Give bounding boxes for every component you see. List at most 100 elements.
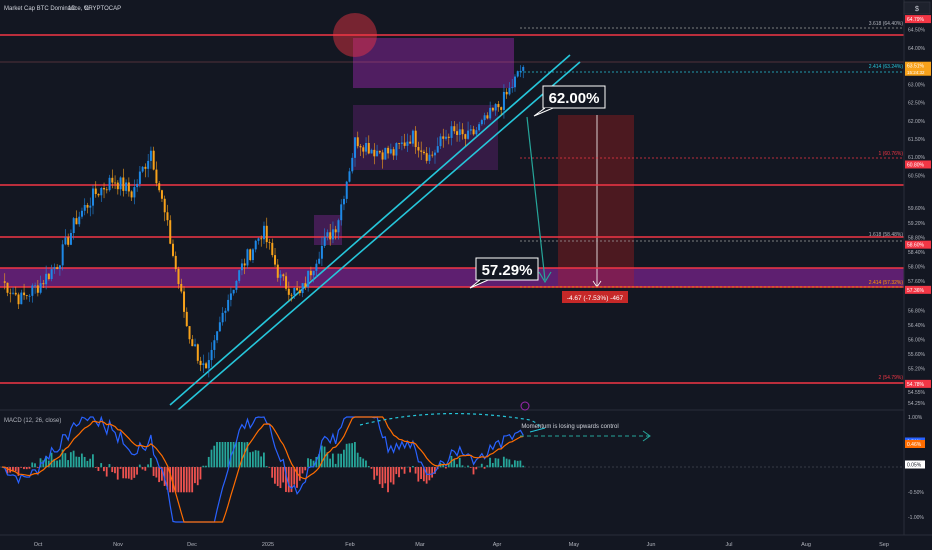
candle [232, 289, 235, 294]
histogram-bar [354, 442, 356, 468]
candle [23, 292, 26, 296]
candle [307, 270, 310, 288]
macd-title[interactable]: MACD (12, 26, close) [4, 418, 61, 424]
histogram-bar [246, 442, 249, 468]
candle [45, 273, 48, 285]
interval-label[interactable]: 1D [68, 6, 76, 12]
histogram-bar [296, 467, 298, 488]
symbol-title[interactable]: Market Cap BTC Dominance, % [4, 6, 90, 12]
histogram-bar [290, 467, 293, 493]
histogram-bar [144, 467, 147, 471]
candle [152, 150, 155, 170]
candle [508, 87, 511, 95]
candle [467, 130, 470, 139]
histogram-bar [334, 463, 337, 468]
event-marker-icon[interactable] [520, 401, 530, 411]
channel-upper[interactable] [169, 54, 571, 406]
histogram-bar [362, 458, 365, 468]
histogram-bar [285, 467, 287, 492]
price-axis-bg [904, 0, 932, 550]
histogram-bar [80, 453, 83, 468]
candle [130, 191, 133, 198]
candle [442, 136, 445, 139]
histogram-bar [502, 456, 505, 468]
candle [238, 270, 241, 281]
candle [436, 146, 439, 153]
histogram-bar [312, 460, 315, 468]
histogram-bar [75, 456, 78, 468]
histogram-bar [318, 454, 320, 468]
histogram-bar [207, 456, 210, 468]
candle [3, 281, 6, 283]
price-tick-label: 62.50% [908, 101, 926, 107]
source-label[interactable]: CRYPTOCAP [84, 6, 121, 12]
histogram-bar [411, 465, 414, 468]
histogram-bar [183, 467, 185, 493]
candle [163, 198, 166, 213]
time-label: Jul [725, 542, 732, 548]
currency-label: $ [915, 6, 919, 13]
histogram-bar [116, 467, 119, 480]
currency-button[interactable] [903, 1, 931, 15]
price-axis-badges: 64.79% 63.51% 60.80% 58.60% 57.36% 54.78% 15:2… [905, 15, 931, 388]
candle [312, 270, 315, 276]
histogram-bar [511, 464, 514, 468]
time-label: Dec [187, 542, 197, 548]
price-tick-label: 56.80% [908, 308, 926, 314]
momentum-curve [359, 412, 541, 429]
histogram-bar [235, 442, 238, 468]
histogram-bar [191, 467, 194, 493]
target-low-callout[interactable] [475, 257, 539, 281]
candle [351, 157, 354, 172]
time-label: Mar [415, 542, 425, 548]
price-badge-bg [905, 285, 931, 294]
channel-lower[interactable] [177, 61, 581, 411]
candle [213, 340, 216, 350]
histogram-bar [453, 459, 456, 468]
histogram-bar [240, 442, 243, 468]
price-tick-label: 63.00% [908, 82, 926, 88]
histogram-bar [199, 467, 202, 480]
candle [282, 274, 285, 277]
histogram-bar [365, 460, 367, 468]
histogram-bar [367, 466, 370, 468]
histogram-bar [467, 465, 469, 468]
price-tick-label: 56.00% [908, 337, 926, 343]
histogram-bar [133, 467, 136, 478]
candle [39, 283, 42, 293]
target-high-callout[interactable] [542, 85, 606, 109]
histogram-bar [268, 467, 271, 468]
candle [166, 212, 169, 221]
candle [511, 87, 514, 89]
candle [78, 216, 81, 225]
histogram-bar [500, 465, 502, 468]
fib-label-5: 2.414 (57.32%) [869, 280, 904, 286]
target-low-label: 57.29% [482, 262, 533, 279]
measure-box [558, 115, 634, 287]
histogram-bar [185, 467, 188, 493]
candle [64, 237, 67, 245]
histogram-bar [249, 452, 252, 468]
time-axis-labels[interactable]: Oct Nov Dec 2025 Feb Mar Apr May Jun Jul Aug Sep [34, 542, 889, 548]
candle [370, 149, 373, 154]
histogram-bar [114, 467, 116, 474]
histogram-bar [301, 467, 304, 474]
histogram-bar [489, 457, 491, 468]
candle [502, 91, 505, 110]
histogram-bar [469, 467, 472, 468]
candle [86, 204, 89, 208]
candle [304, 283, 307, 288]
histogram-bar [342, 449, 345, 468]
histogram-bar [276, 467, 279, 487]
countdown-bg [905, 68, 931, 76]
histogram-bar [205, 465, 207, 468]
histogram-bar [505, 458, 508, 468]
candle [329, 232, 332, 240]
candle [185, 311, 188, 327]
histogram-bar [17, 467, 20, 476]
price-axis-ticks[interactable]: 64.50% 64.00% 63.00% 62.50% 62.00% 61.50% 61.0… [908, 28, 926, 408]
price-badge-bg [905, 379, 931, 388]
histogram-bar [478, 466, 480, 468]
